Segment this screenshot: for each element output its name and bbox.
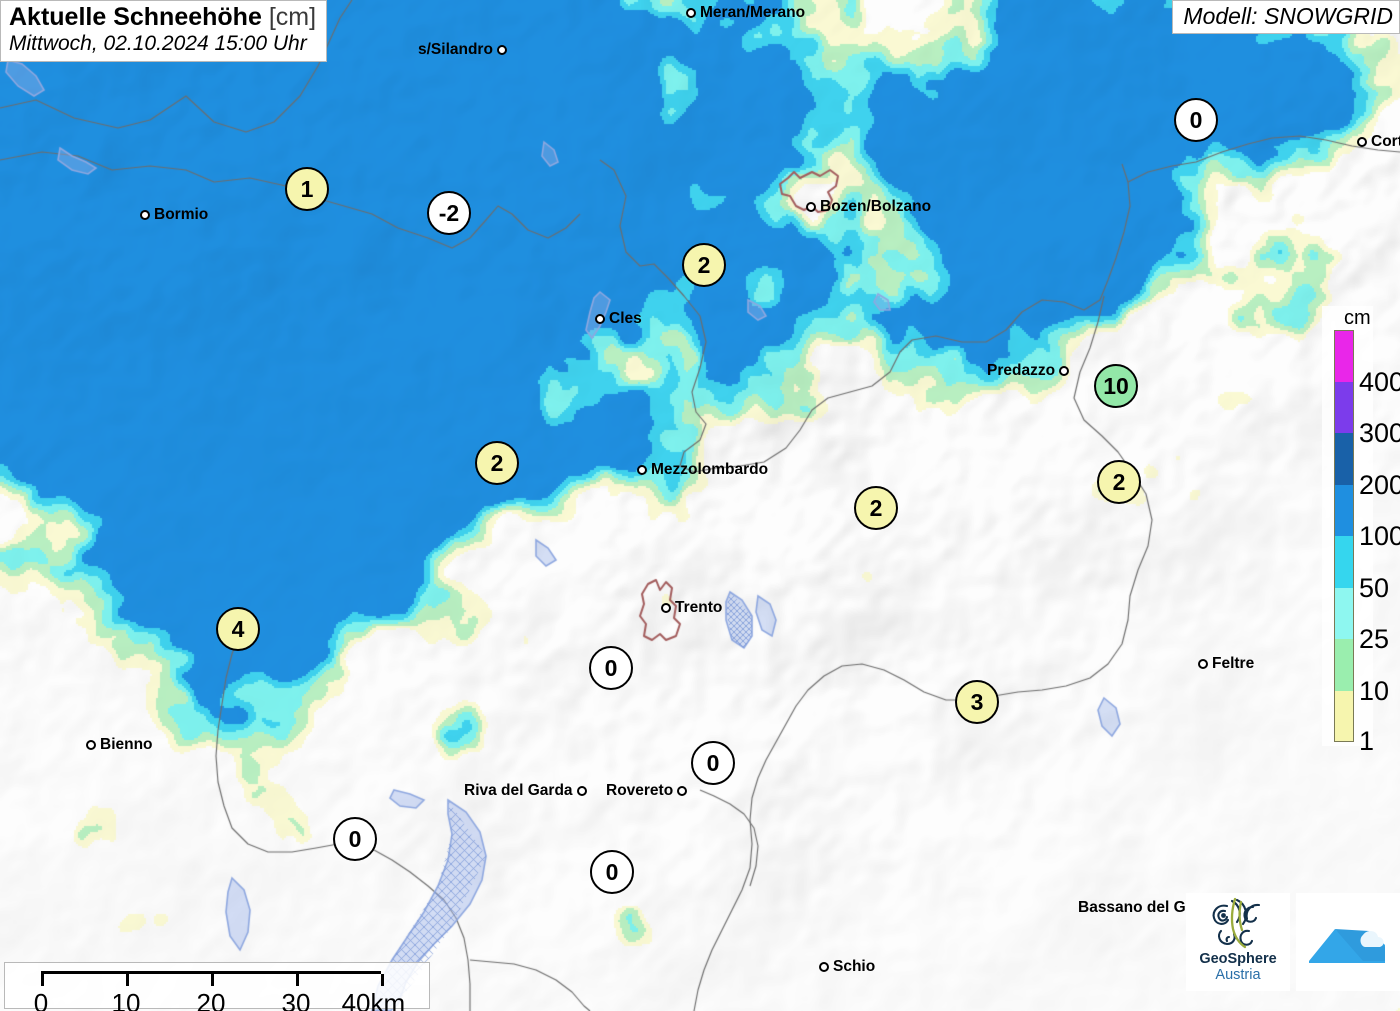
- scale-label: 0: [33, 988, 49, 1011]
- geosphere-logo-name: GeoSphere: [1199, 951, 1277, 967]
- map-title-box: Aktuelle Schneehöhe [cm] Mittwoch, 02.10…: [0, 0, 328, 62]
- scale-label: 10: [111, 988, 141, 1011]
- legend-band-100[interactable]: 100: [1334, 484, 1400, 550]
- snow-depth-value-bubble[interactable]: 2: [854, 486, 898, 530]
- legend-band-label: 100: [1359, 521, 1400, 551]
- provider-chevron-logo[interactable]: [1296, 893, 1400, 991]
- page-subtitle-datetime: Mittwoch, 02.10.2024 15:00 Uhr: [9, 32, 307, 55]
- snow-depth-value-bubble[interactable]: -2: [427, 191, 471, 235]
- legend-band-25[interactable]: 25: [1334, 587, 1389, 653]
- scale-label: 30: [281, 988, 311, 1011]
- color-legend[interactable]: cm 400 300 200 100 50 25 10 1: [1322, 306, 1400, 755]
- legend-band-label: 200: [1359, 469, 1400, 500]
- snow-depth-value-bubble[interactable]: 1: [285, 167, 329, 211]
- scale-tick: [381, 974, 384, 986]
- snow-depth-value-bubble[interactable]: 2: [1097, 460, 1141, 504]
- scale-tick: [126, 974, 129, 986]
- legend-band-label: 300: [1359, 418, 1400, 448]
- scale-tick: [211, 974, 214, 986]
- legend-unit-label: cm: [1344, 307, 1371, 329]
- legend-band-400[interactable]: 400: [1334, 330, 1400, 395]
- snow-depth-value-bubble[interactable]: 0: [333, 817, 377, 861]
- scale-label: 40km: [341, 988, 406, 1011]
- snow-depth-value-bubble[interactable]: 2: [475, 441, 519, 485]
- scale-tick: [296, 974, 299, 986]
- geosphere-swirl-icon: [1212, 897, 1261, 949]
- legend-band-label: 400: [1359, 366, 1400, 397]
- snow-depth-value-bubble[interactable]: 3: [955, 680, 999, 724]
- legend-band-10[interactable]: 10: [1334, 639, 1389, 704]
- legend-band-50[interactable]: 50: [1334, 536, 1389, 601]
- page-title-text: Aktuelle Schneehöhe: [9, 3, 262, 31]
- scale-bar-rule: 0 10 20 30 40km: [34, 971, 405, 1011]
- page-title-unit: [cm]: [268, 3, 317, 31]
- legend-band-label: 25: [1359, 624, 1390, 654]
- legend-band-label: 1: [1359, 726, 1375, 756]
- scale-tick: [41, 974, 44, 986]
- page-title: Aktuelle Schneehöhe [cm]: [9, 4, 316, 31]
- blue-chevron-mountain-icon: [1309, 929, 1385, 963]
- snow-depth-value-bubble[interactable]: 0: [589, 646, 633, 690]
- scale-bar: 0 10 20 30 40km: [4, 962, 430, 1011]
- model-label-box: Modell: SNOWGRID: [1172, 0, 1400, 35]
- legend-band-1[interactable]: 1: [1334, 690, 1374, 755]
- model-name: Modell: SNOWGRID: [1183, 3, 1393, 29]
- legend-band-label: 50: [1359, 572, 1390, 603]
- snow-depth-value-bubble[interactable]: 10: [1094, 364, 1138, 408]
- snow-depth-value-bubble[interactable]: 4: [216, 607, 260, 651]
- legend-band-300[interactable]: 300: [1334, 381, 1400, 447]
- legend-band-200[interactable]: 200: [1334, 433, 1400, 498]
- snow-depth-value-bubble[interactable]: 0: [1174, 98, 1218, 142]
- legend-colorbar[interactable]: 400 300 200 100 50 25 10 1: [1334, 330, 1400, 755]
- legend-band-label: 10: [1359, 675, 1390, 706]
- snow-depth-value-bubble[interactable]: 2: [682, 243, 726, 287]
- snow-depth-value-bubble[interactable]: 0: [691, 741, 735, 785]
- geosphere-austria-logo[interactable]: GeoSphere Austria: [1186, 893, 1290, 991]
- geosphere-logo-sub: Austria: [1215, 967, 1261, 984]
- scale-label: 20: [196, 988, 226, 1011]
- snow-depth-value-bubble[interactable]: 0: [590, 850, 634, 894]
